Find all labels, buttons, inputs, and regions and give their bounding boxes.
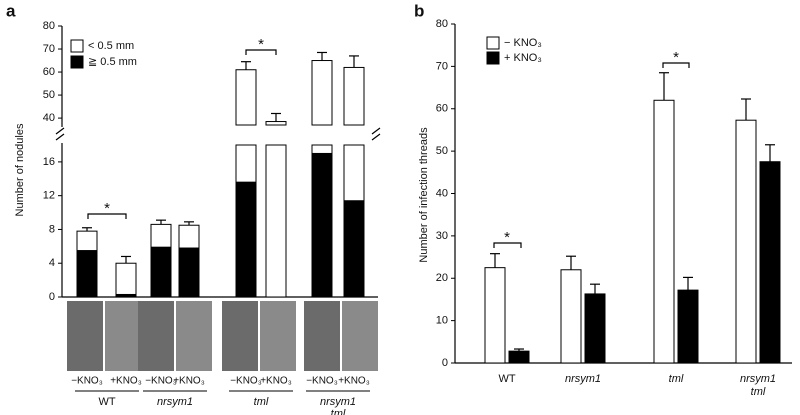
bar-segment xyxy=(235,69,257,126)
significance-bracket xyxy=(493,242,522,248)
bar-segment xyxy=(76,250,98,298)
bar-segment xyxy=(265,144,287,298)
photo xyxy=(342,301,378,371)
legend-label: + KNO₃ xyxy=(504,52,542,64)
y-tick-label: 30 xyxy=(436,230,448,242)
annotation: * xyxy=(104,200,110,217)
legend-label: < 0.5 mm xyxy=(88,40,134,52)
legend-swatch xyxy=(70,39,84,53)
bar-segment xyxy=(150,223,172,248)
y-tick-label: 50 xyxy=(436,145,448,157)
legend-swatch xyxy=(486,51,500,65)
condition-label: −KNO₃ xyxy=(145,376,177,387)
photos xyxy=(67,301,378,371)
annotation: * xyxy=(258,36,264,53)
photo xyxy=(222,301,258,371)
condition-label: −KNO₃ xyxy=(230,376,262,387)
bar xyxy=(653,99,675,364)
legend-label: − KNO₃ xyxy=(504,37,542,49)
category-label: nrsym1 tml xyxy=(740,373,776,398)
photo xyxy=(67,301,103,371)
y-tick-label: 10 xyxy=(436,315,448,327)
photo xyxy=(176,301,212,371)
photo xyxy=(304,301,340,371)
y-tick-label: 60 xyxy=(436,103,448,115)
bar xyxy=(484,267,506,364)
category-label: nrsym1 xyxy=(565,373,601,385)
condition-label: +KNO₃ xyxy=(110,376,142,387)
significance-bracket xyxy=(662,62,690,68)
y-tick-label: 70 xyxy=(43,43,55,55)
y-tick-label: 60 xyxy=(43,66,55,78)
y-tick-label: 0 xyxy=(49,291,55,303)
axis-break xyxy=(371,127,381,141)
significance-bracket xyxy=(87,213,127,219)
y-axis-label: Number of infection threads xyxy=(418,127,430,263)
bar-segment xyxy=(178,224,200,249)
photo xyxy=(260,301,296,371)
y-tick-label: 20 xyxy=(436,272,448,284)
y-tick-label: 40 xyxy=(43,112,55,124)
y-tick-label: 12 xyxy=(43,190,55,202)
y-tick-label: 40 xyxy=(436,187,448,199)
y-tick-label: 16 xyxy=(43,156,55,168)
category-label: WT xyxy=(498,373,515,385)
bar xyxy=(759,161,781,364)
bar-segment xyxy=(311,152,333,298)
photo xyxy=(138,301,174,371)
panel-label: b xyxy=(414,1,424,20)
condition-label: +KNO₃ xyxy=(338,376,370,387)
condition-label: −KNO₃ xyxy=(306,376,338,387)
bar xyxy=(584,293,606,364)
y-tick-label: 8 xyxy=(49,223,55,235)
bar-segment xyxy=(76,230,98,252)
photo xyxy=(105,301,141,371)
y-axis-label: Number of nodules xyxy=(14,123,26,216)
y-tick-label: 50 xyxy=(43,89,55,101)
y-tick-label: 80 xyxy=(43,20,55,32)
condition-label: +KNO₃ xyxy=(260,376,292,387)
category-label: WT xyxy=(98,396,115,408)
bar xyxy=(508,350,530,364)
bar-segment xyxy=(115,262,137,295)
legend-swatch xyxy=(486,36,500,50)
bar-segment xyxy=(343,144,365,202)
y-tick-label: 80 xyxy=(436,18,448,30)
bar-segment xyxy=(311,60,333,126)
bar xyxy=(677,289,699,364)
y-tick-label: 0 xyxy=(442,357,448,369)
legend-label: ≧ 0.5 mm xyxy=(88,56,137,68)
bar xyxy=(735,119,757,364)
y-tick-label: 70 xyxy=(436,60,448,72)
panel-label: a xyxy=(6,1,16,20)
bar xyxy=(560,269,582,364)
category-label: nrsym1 xyxy=(157,396,193,408)
bar-segment xyxy=(343,66,365,126)
annotation: * xyxy=(673,49,679,66)
bar-segment xyxy=(178,247,200,298)
bar-segment xyxy=(150,246,172,298)
y-tick-label: 4 xyxy=(49,257,55,269)
bar-segment xyxy=(235,181,257,298)
category-label: nrsym1 tml xyxy=(320,396,356,415)
condition-label: +KNO₃ xyxy=(173,376,205,387)
annotation: * xyxy=(504,229,510,246)
significance-bracket xyxy=(245,49,277,55)
legend-swatch xyxy=(70,55,84,69)
bar-segment xyxy=(343,200,365,298)
category-label: tml xyxy=(669,373,684,385)
condition-label: −KNO₃ xyxy=(71,376,103,387)
bar-segment xyxy=(235,144,257,183)
axis-break xyxy=(55,127,65,141)
bar-segment xyxy=(311,144,333,154)
category-label: tml xyxy=(254,396,269,408)
bar-segment xyxy=(265,121,287,126)
